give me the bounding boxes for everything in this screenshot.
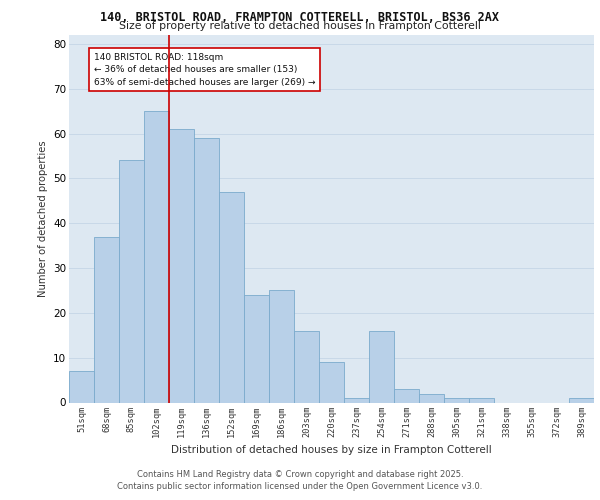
Bar (119, 160, 144, 402)
Bar (394, 389, 419, 402)
Bar (344, 398, 369, 402)
Bar (419, 394, 444, 402)
X-axis label: Distribution of detached houses by size in Frampton Cotterell: Distribution of detached houses by size … (171, 445, 492, 455)
Bar (469, 398, 494, 402)
Bar (169, 129, 194, 402)
Bar (144, 111, 169, 403)
Bar (444, 398, 469, 402)
Bar (269, 290, 294, 403)
Bar (219, 192, 244, 402)
Text: 140 BRISTOL ROAD: 118sqm
← 36% of detached houses are smaller (153)
63% of semi-: 140 BRISTOL ROAD: 118sqm ← 36% of detach… (94, 53, 316, 87)
Text: 140, BRISTOL ROAD, FRAMPTON COTTERELL, BRISTOL, BS36 2AX: 140, BRISTOL ROAD, FRAMPTON COTTERELL, B… (101, 11, 499, 24)
Bar (194, 138, 219, 402)
Bar (294, 331, 319, 402)
Bar (319, 362, 344, 403)
Bar (94, 236, 119, 402)
Bar (569, 398, 594, 402)
Bar (369, 331, 394, 402)
Bar (244, 295, 269, 403)
Text: Size of property relative to detached houses in Frampton Cotterell: Size of property relative to detached ho… (119, 21, 481, 31)
Text: Contains HM Land Registry data © Crown copyright and database right 2025.
Contai: Contains HM Land Registry data © Crown c… (118, 470, 482, 491)
Y-axis label: Number of detached properties: Number of detached properties (38, 140, 47, 297)
Bar (69, 371, 94, 402)
